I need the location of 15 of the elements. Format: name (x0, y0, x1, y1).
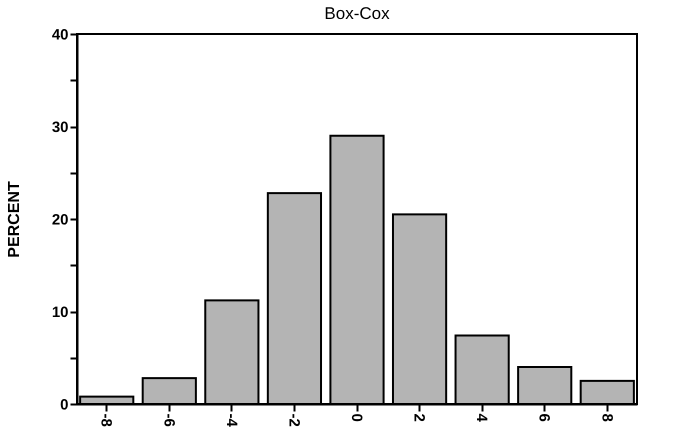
x-tick-label: -6 (160, 414, 178, 427)
y-tick-label: 30 (52, 119, 68, 136)
x-tick-label: -2 (285, 414, 302, 427)
x-tick-label: 2 (410, 414, 428, 422)
y-axis-title: PERCENT (6, 181, 23, 258)
x-tick-label: 6 (536, 414, 553, 422)
x-tick-label: 0 (348, 414, 365, 422)
x-tick-label: 4 (473, 414, 490, 422)
chart-title: Box-Cox (324, 4, 390, 23)
y-tick-label: 20 (52, 212, 68, 228)
x-tick-label: 8 (598, 414, 616, 422)
y-tick-label: 10 (52, 304, 68, 321)
x-tick-label: -4 (222, 414, 240, 428)
y-tick-label: 40 (52, 26, 68, 44)
x-tick-label: -8 (98, 414, 115, 427)
